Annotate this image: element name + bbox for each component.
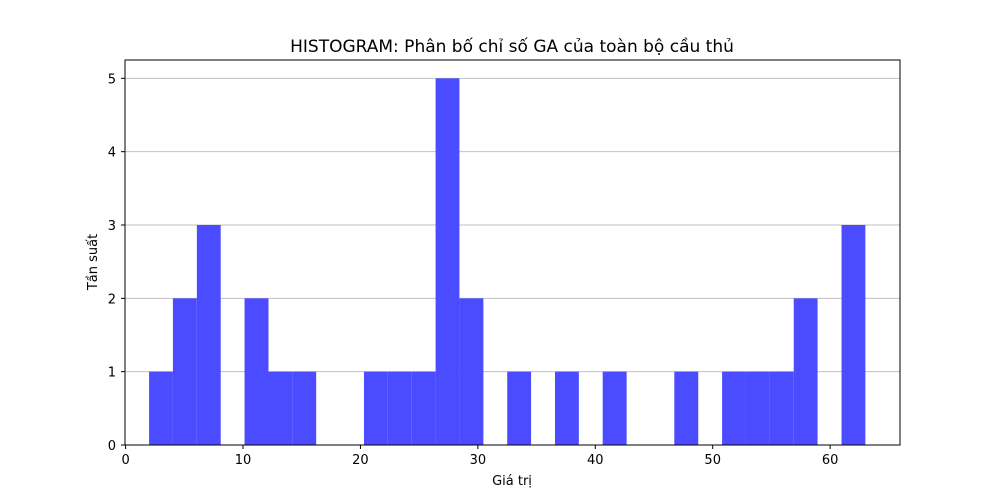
x-tick-label: 20 (352, 453, 369, 468)
histogram-bar (435, 78, 460, 445)
histogram-bar (793, 298, 818, 445)
x-tick-label: 0 (121, 453, 129, 468)
y-axis-ticks: 0 1 2 3 4 5 (108, 72, 125, 454)
histogram-bar (363, 371, 388, 445)
plot-frame (124, 59, 901, 446)
y-tick-label: 5 (108, 72, 116, 87)
histogram-bar (172, 298, 197, 445)
y-tick-label: 0 (108, 439, 116, 454)
x-tick-label: 30 (470, 453, 487, 468)
y-tick-label: 4 (108, 146, 116, 161)
histogram-bar (722, 371, 746, 445)
y-tick-label: 1 (108, 366, 116, 381)
histogram-bar (244, 298, 269, 445)
histogram-bar (602, 371, 627, 445)
histogram-bar (387, 371, 412, 445)
histogram-bar (268, 371, 293, 445)
histogram-bar (411, 371, 436, 445)
histogram-bar (841, 225, 866, 445)
x-tick-label: 40 (587, 453, 604, 468)
histogram-bars (149, 78, 866, 445)
histogram-bar (149, 371, 173, 445)
x-tick-label: 50 (704, 453, 721, 468)
grid-lines (125, 77, 900, 373)
x-axis-label: Giá trị (492, 474, 532, 489)
x-axis-ticks: 0 10 20 30 40 50 60 (121, 445, 838, 468)
histogram-bar (507, 371, 532, 445)
chart-title: HISTOGRAM: Phân bố chỉ số GA của toàn bộ… (290, 36, 734, 57)
x-tick-label: 60 (822, 453, 839, 468)
histogram-bar (555, 371, 579, 445)
y-axis-label: Tần suất (86, 234, 101, 291)
histogram-bar (769, 371, 794, 445)
histogram-bar (459, 298, 484, 445)
x-tick-label: 10 (235, 453, 252, 468)
histogram-bar (745, 371, 770, 445)
y-tick-label: 3 (108, 219, 116, 234)
histogram-bar (674, 371, 699, 445)
histogram-bar (292, 371, 317, 445)
y-tick-label: 2 (108, 292, 116, 307)
histogram-bar (196, 225, 221, 445)
